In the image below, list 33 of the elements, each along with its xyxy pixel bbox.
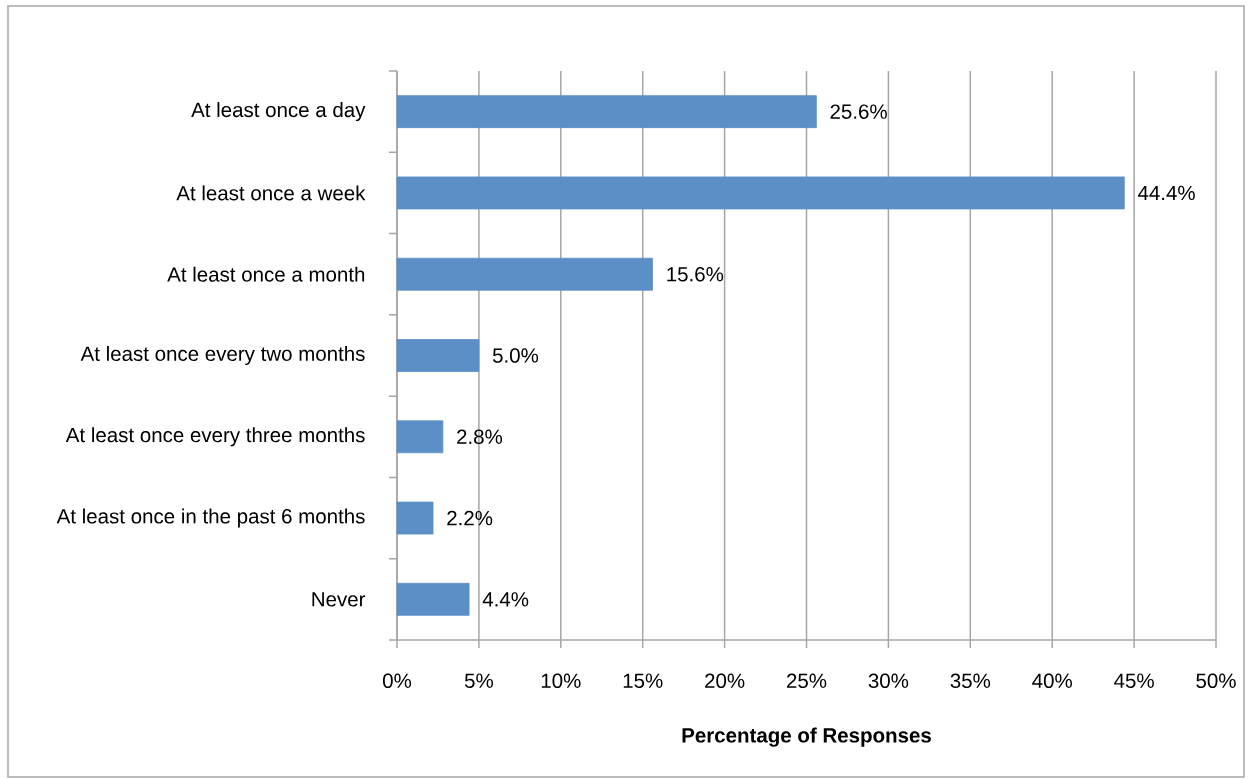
x-tick-label: 0%	[382, 673, 412, 689]
x-tick-label: 5%	[464, 673, 493, 688]
x-tick-label: 10%	[541, 673, 581, 689]
bar	[396, 339, 480, 372]
bar	[396, 420, 444, 454]
bar	[396, 582, 470, 616]
x-tick-label: 45%	[1114, 673, 1154, 688]
bar	[396, 95, 817, 129]
x-tick-label: 40%	[1032, 673, 1072, 689]
x-axis-title: Percentage of Responses	[682, 727, 931, 747]
data-label: 4.4%	[482, 592, 529, 607]
x-tick-label: 25%	[787, 673, 827, 689]
data-label: 2.8%	[457, 429, 503, 445]
y-tick-label: At least once a month	[167, 266, 365, 282]
y-tick-label: At least once a day	[191, 102, 366, 122]
y-tick-label: At least once every two months	[80, 345, 365, 366]
data-label: 2.2%	[447, 510, 493, 526]
y-tick-label: At least once every three months	[65, 427, 365, 447]
x-tick-label: 35%	[950, 673, 991, 689]
x-tick-label: 30%	[868, 673, 909, 689]
y-tick-label: At least once in the past 6 months	[56, 508, 365, 528]
x-tick-label: 50%	[1196, 673, 1236, 689]
data-label: 5.0%	[492, 348, 539, 363]
x-tick-label: 15%	[623, 673, 663, 688]
data-label: 44.4%	[1137, 185, 1195, 201]
bar	[396, 257, 653, 291]
data-label: 15.6%	[667, 266, 724, 282]
data-label: 25.6%	[830, 104, 887, 119]
y-tick-label: Never	[312, 592, 366, 607]
x-tick-label: 20%	[705, 673, 745, 689]
y-tick-label: At least once a week	[176, 185, 366, 201]
bar	[396, 501, 434, 535]
bar	[396, 176, 1125, 210]
